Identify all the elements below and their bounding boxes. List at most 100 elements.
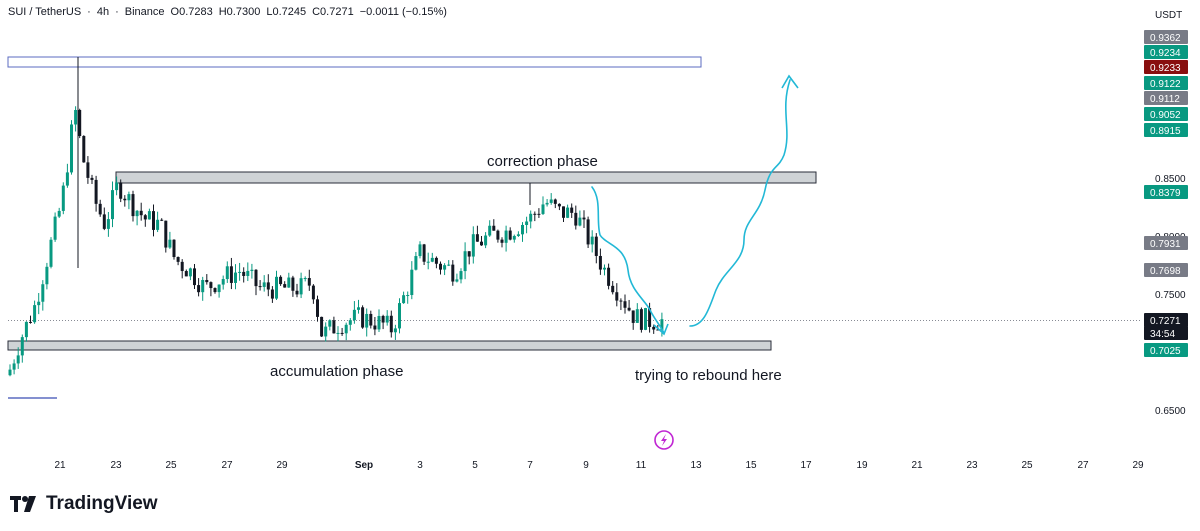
candle-body	[377, 315, 381, 330]
price-badge-label: 0.9052	[1150, 110, 1181, 121]
candle-body	[352, 309, 356, 321]
price-badge[interactable]	[1144, 263, 1188, 277]
candle-body	[168, 239, 172, 248]
interval[interactable]: 4h	[96, 6, 110, 18]
accumulation-zone[interactable]	[7, 340, 772, 351]
candle-body	[78, 109, 82, 137]
candle-body	[471, 234, 475, 257]
symbol-name[interactable]: SUI / TetherUS	[8, 6, 82, 18]
candle-body	[348, 320, 352, 325]
candle-body	[258, 286, 262, 288]
candle-body	[139, 210, 143, 216]
candle-body	[496, 230, 500, 240]
tradingview-logo-icon	[10, 496, 36, 512]
candle-body	[135, 210, 139, 217]
candle-body	[516, 234, 520, 236]
time-tick-label: 23	[110, 460, 122, 471]
correction-zone[interactable]	[115, 171, 817, 184]
candle-body	[180, 261, 184, 272]
candle-body	[631, 310, 635, 323]
candle-body	[176, 257, 180, 262]
price-badge-label: 34:54	[1150, 329, 1175, 340]
candle-body	[53, 216, 57, 240]
price-badge-label: 0.7698	[1150, 266, 1181, 277]
lightning-icon[interactable]	[654, 430, 674, 450]
candle-body	[299, 278, 303, 295]
projection-down-path[interactable]	[591, 186, 665, 334]
candle-body	[475, 234, 479, 242]
price-badge-label: 0.9122	[1150, 79, 1181, 90]
price-badge[interactable]	[1144, 185, 1188, 199]
candle-body	[598, 255, 602, 270]
candle-body	[320, 316, 324, 337]
price-badge[interactable]	[1144, 343, 1188, 357]
candle-body	[12, 363, 16, 370]
candle-body	[143, 215, 147, 220]
time-tick-label: 7	[527, 460, 533, 471]
candle-body	[275, 276, 278, 299]
candle-body	[229, 266, 233, 283]
price-badge-label: 0.9362	[1150, 33, 1181, 44]
price-badge[interactable]	[1144, 60, 1188, 74]
candle-body	[287, 277, 291, 288]
price-badge[interactable]	[1144, 123, 1188, 137]
candle-body	[594, 236, 598, 256]
price-badge[interactable]	[1144, 76, 1188, 90]
brand-name: TradingView	[46, 493, 158, 514]
candle-body	[160, 219, 164, 221]
time-tick-label: 21	[54, 460, 66, 471]
price-badge[interactable]	[1144, 30, 1188, 44]
price-badge[interactable]	[1144, 107, 1188, 121]
candle-body	[324, 326, 328, 337]
candle-body	[644, 308, 647, 330]
time-tick-label: 15	[745, 460, 757, 471]
candle-body	[635, 309, 639, 323]
candle-body	[164, 220, 168, 248]
candle-body	[525, 221, 529, 225]
candle-body	[607, 267, 611, 286]
price-tick-label: 0.6500	[1155, 406, 1186, 417]
candle-body	[566, 207, 570, 218]
candle-body	[541, 204, 545, 214]
candle-body	[660, 319, 664, 331]
price-unit[interactable]: USDT	[1155, 10, 1183, 21]
candle-body	[29, 321, 32, 323]
candle-body	[369, 313, 373, 326]
price-badge-label: 0.9112	[1150, 94, 1180, 105]
candle-body	[648, 308, 652, 327]
price-badge-label: 0.8915	[1150, 126, 1181, 137]
candle-body	[201, 279, 205, 293]
candle-body	[24, 321, 28, 338]
candle-body	[402, 295, 406, 304]
price-badge[interactable]	[1144, 45, 1188, 59]
time-tick-label: 25	[1021, 460, 1033, 471]
candle-body	[147, 211, 151, 220]
candle-body	[205, 279, 209, 283]
tradingview-logo[interactable]: TradingView	[10, 493, 158, 515]
price-badge[interactable]	[1144, 313, 1188, 327]
candle-body	[443, 265, 447, 270]
candle-body	[246, 270, 250, 276]
candle-body	[365, 313, 369, 328]
ohlc-close: C0.7271	[312, 6, 354, 18]
candle-body	[41, 284, 45, 302]
resistance-box[interactable]	[7, 56, 702, 68]
projection-up-path[interactable]	[689, 79, 791, 327]
price-tick-label: 0.8500	[1155, 174, 1186, 185]
candle-body	[262, 282, 266, 287]
candle-body	[406, 295, 410, 297]
candle-body	[242, 271, 246, 276]
candle-body	[418, 244, 422, 257]
price-badge[interactable]	[1144, 91, 1188, 105]
candle-body	[627, 307, 631, 311]
candle-body	[49, 239, 53, 267]
candle-body	[332, 320, 336, 334]
candle-body	[422, 244, 426, 262]
price-badge[interactable]	[1144, 236, 1188, 250]
candle-body	[213, 288, 217, 293]
price-badge[interactable]	[1144, 326, 1188, 340]
ohlc-change: −0.0011 (−0.15%)	[359, 6, 447, 18]
ohlc-open: O0.7283	[170, 6, 213, 18]
candle-body	[90, 177, 94, 180]
